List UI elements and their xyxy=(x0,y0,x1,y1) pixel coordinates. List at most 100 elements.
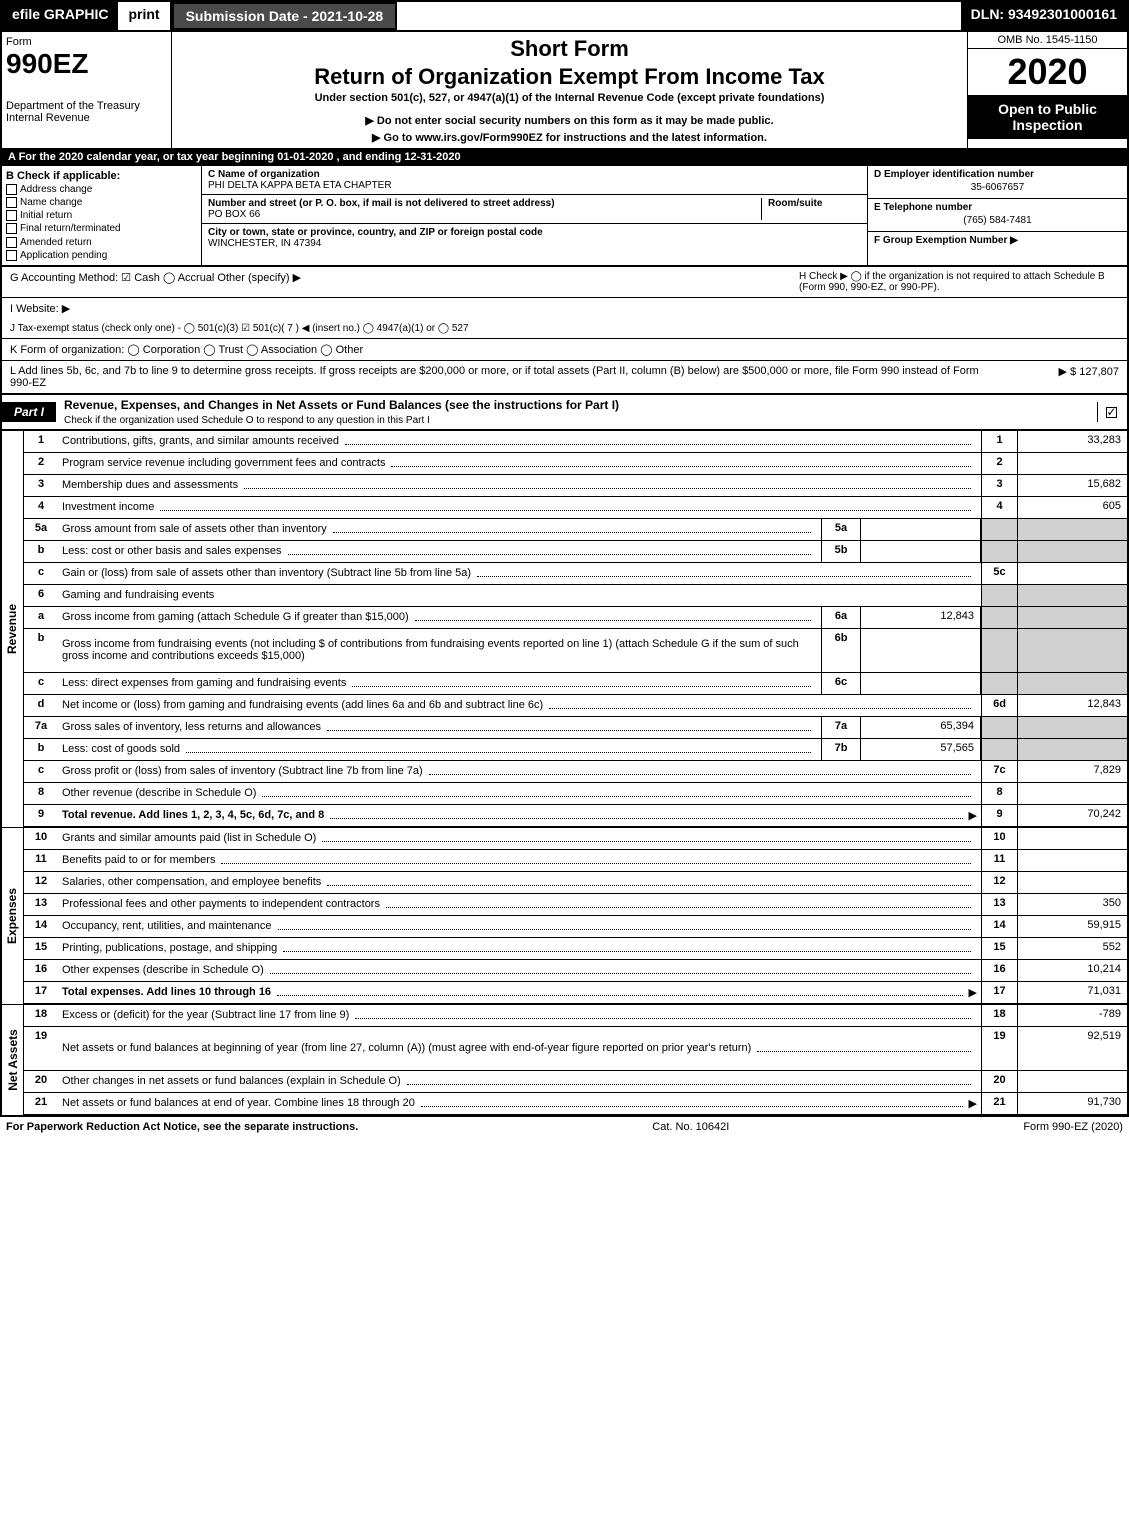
org-city-label: City or town, state or province, country… xyxy=(208,227,861,238)
line-num: b xyxy=(24,541,58,562)
line-num: 20 xyxy=(24,1071,58,1092)
line-l-text: L Add lines 5b, 6c, and 7b to line 9 to … xyxy=(10,365,999,389)
form-header: Form 990EZ Department of the Treasury In… xyxy=(0,32,1129,148)
line-17: 17Total expenses. Add lines 10 through 1… xyxy=(24,982,1127,1004)
right-val xyxy=(1017,828,1127,849)
box-c: C Name of organization PHI DELTA KAPPA B… xyxy=(202,166,867,265)
box-b-header: B Check if applicable: xyxy=(6,170,197,182)
room-label: Room/suite xyxy=(768,198,861,209)
right-num: 3 xyxy=(981,475,1017,496)
mid-num: 6b xyxy=(821,629,861,672)
right-val: 7,829 xyxy=(1017,761,1127,782)
org-addr-value: PO BOX 66 xyxy=(208,209,761,220)
chk-address-change[interactable]: Address change xyxy=(6,184,197,195)
box-g: G Accounting Method: ☑ Cash ◯ Accrual Ot… xyxy=(10,271,301,293)
line-num: c xyxy=(24,761,58,782)
right-val xyxy=(1017,872,1127,893)
line-20: 20Other changes in net assets or fund ba… xyxy=(24,1071,1127,1093)
line-d: dNet income or (loss) from gaming and fu… xyxy=(24,695,1127,717)
phone-label: E Telephone number xyxy=(874,202,1121,213)
mid-num: 7a xyxy=(821,717,861,738)
right-val: 91,730 xyxy=(1017,1093,1127,1114)
right-val xyxy=(1017,563,1127,584)
ein-value: 35-6067657 xyxy=(874,180,1121,195)
line-desc: Gross income from fundraising events (no… xyxy=(58,629,821,672)
line-num: b xyxy=(24,629,58,672)
line-desc: Printing, publications, postage, and shi… xyxy=(58,938,981,959)
form-subtitle: Under section 501(c), 527, or 4947(a)(1)… xyxy=(176,92,963,104)
right-num: 18 xyxy=(981,1005,1017,1026)
chk-initial-return[interactable]: Initial return xyxy=(6,210,197,221)
line-num: 21 xyxy=(24,1093,58,1114)
line-num: 6 xyxy=(24,585,58,606)
line-desc: Gaming and fundraising events xyxy=(58,585,981,606)
line-7a: 7aGross sales of inventory, less returns… xyxy=(24,717,1127,739)
line-desc: Professional fees and other payments to … xyxy=(58,894,981,915)
line-desc: Gain or (loss) from sale of assets other… xyxy=(58,563,981,584)
print-button[interactable]: print xyxy=(118,2,171,30)
part-1-tag: Part I xyxy=(2,402,56,422)
right-num: 12 xyxy=(981,872,1017,893)
right-num: 7c xyxy=(981,761,1017,782)
line-c: cGain or (loss) from sale of assets othe… xyxy=(24,563,1127,585)
line-desc: Gross sales of inventory, less returns a… xyxy=(58,717,821,738)
line-desc: Less: direct expenses from gaming and fu… xyxy=(58,673,821,694)
line-num: 17 xyxy=(24,982,58,1003)
part-1-check[interactable] xyxy=(1097,402,1127,422)
line-18: 18Excess or (deficit) for the year (Subt… xyxy=(24,1005,1127,1027)
form-title-2: Return of Organization Exempt From Incom… xyxy=(176,64,963,90)
right-val xyxy=(1017,1071,1127,1092)
chk-final-return[interactable]: Final return/terminated xyxy=(6,223,197,234)
right-num: 6d xyxy=(981,695,1017,716)
right-num: 5c xyxy=(981,563,1017,584)
line-desc: Gross income from gaming (attach Schedul… xyxy=(58,607,821,628)
org-city-cell: City or town, state or province, country… xyxy=(202,224,867,252)
right-val xyxy=(1017,541,1127,562)
line-j: J Tax-exempt status (check only one) - ◯… xyxy=(0,319,1129,339)
right-val xyxy=(1017,783,1127,804)
chk-application-pending[interactable]: Application pending xyxy=(6,250,197,261)
right-val xyxy=(1017,519,1127,540)
line-num: 10 xyxy=(24,828,58,849)
mid-val xyxy=(861,673,981,694)
expenses-lines: 10Grants and similar amounts paid (list … xyxy=(24,828,1127,1004)
line-19: 19Net assets or fund balances at beginni… xyxy=(24,1027,1127,1071)
line-desc: Investment income xyxy=(58,497,981,518)
right-num xyxy=(981,585,1017,606)
instructions-link[interactable]: ▶ Go to www.irs.gov/Form990EZ for instru… xyxy=(176,131,963,144)
line-desc: Net income or (loss) from gaming and fun… xyxy=(58,695,981,716)
box-e: E Telephone number (765) 584-7481 xyxy=(868,199,1127,232)
line-10: 10Grants and similar amounts paid (list … xyxy=(24,828,1127,850)
line-num: 5a xyxy=(24,519,58,540)
line-l: L Add lines 5b, 6c, and 7b to line 9 to … xyxy=(0,361,1129,394)
line-desc: Less: cost of goods sold xyxy=(58,739,821,760)
line-3: 3Membership dues and assessments315,682 xyxy=(24,475,1127,497)
line-4: 4Investment income4605 xyxy=(24,497,1127,519)
line-desc: Net assets or fund balances at end of ye… xyxy=(58,1093,981,1114)
line-num: 16 xyxy=(24,960,58,981)
form-title-box: Short Form Return of Organization Exempt… xyxy=(172,32,967,148)
right-val: 33,283 xyxy=(1017,431,1127,452)
top-bar: efile GRAPHIC print Submission Date - 20… xyxy=(0,0,1129,32)
right-num xyxy=(981,519,1017,540)
org-address-cell: Number and street (or P. O. box, if mail… xyxy=(202,195,867,224)
line-desc: Benefits paid to or for members xyxy=(58,850,981,871)
right-num: 2 xyxy=(981,453,1017,474)
part-1-sub: Check if the organization used Schedule … xyxy=(64,415,430,426)
chk-name-change[interactable]: Name change xyxy=(6,197,197,208)
line-num: c xyxy=(24,563,58,584)
line-a: A For the 2020 calendar year, or tax yea… xyxy=(0,148,1129,166)
footer-right: Form 990-EZ (2020) xyxy=(1023,1121,1123,1133)
mid-num: 5b xyxy=(821,541,861,562)
right-val xyxy=(1017,453,1127,474)
chk-amended-return[interactable]: Amended return xyxy=(6,237,197,248)
line-2: 2Program service revenue including gover… xyxy=(24,453,1127,475)
org-name-label: C Name of organization xyxy=(208,169,861,180)
line-16: 16Other expenses (describe in Schedule O… xyxy=(24,960,1127,982)
footer-mid: Cat. No. 10642I xyxy=(652,1121,729,1133)
page-footer: For Paperwork Reduction Act Notice, see … xyxy=(0,1117,1129,1137)
right-val: 605 xyxy=(1017,497,1127,518)
line-desc: Less: cost or other basis and sales expe… xyxy=(58,541,821,562)
efile-label: efile GRAPHIC xyxy=(2,2,118,30)
right-val xyxy=(1017,717,1127,738)
